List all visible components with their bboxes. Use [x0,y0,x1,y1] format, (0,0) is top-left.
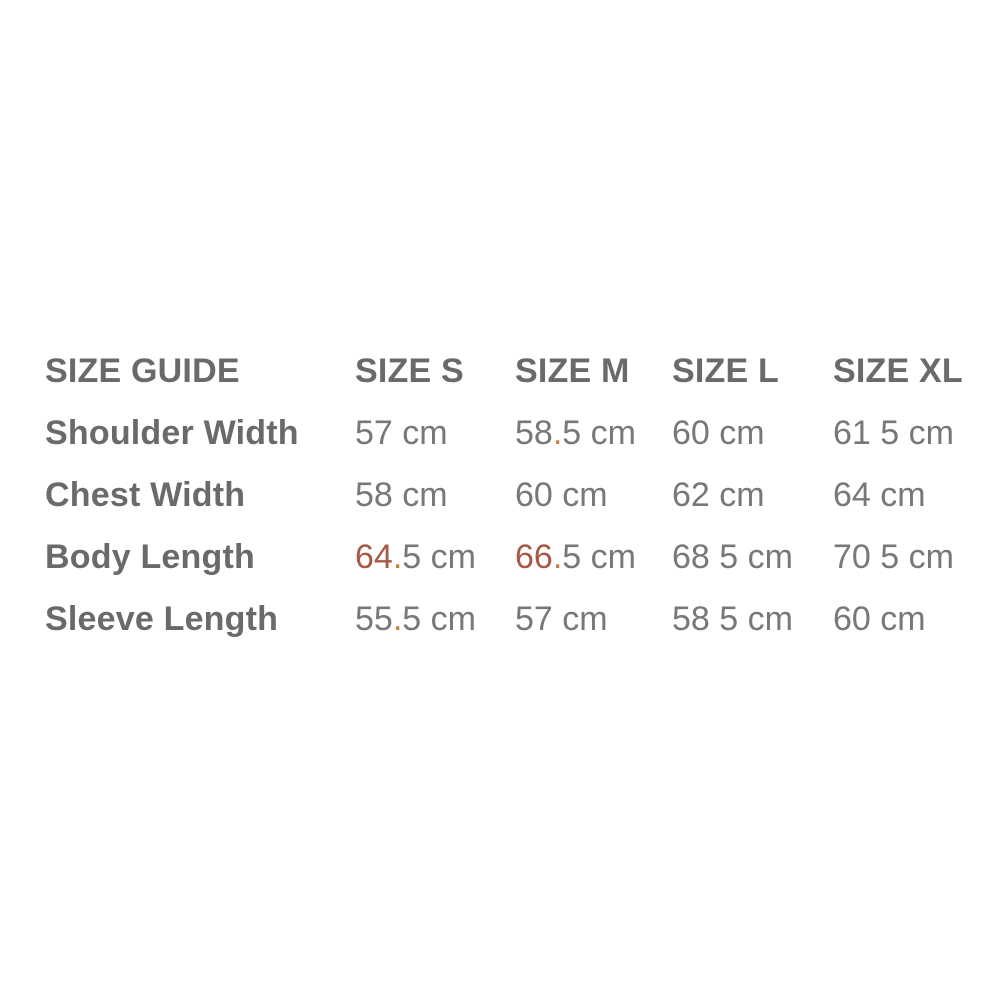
row-label-chest-width: Chest Width [45,475,246,514]
cell-sleeve-length-size-l: 58 5 cm [672,599,793,638]
cell-body-length-size-s: 64. 5 cm [355,537,476,576]
row-label-sleeve-length: Sleeve Length [45,599,279,638]
cell-shoulder-width-size-s: 57 cm [355,413,448,452]
cell-sleeve-length-size-xl: 60 cm [833,599,926,638]
cell-chest-width-size-l: 62 cm [672,475,765,514]
cell-shoulder-width-size-l: 60 cm [672,413,765,452]
column-header-size-l: SIZE L [672,351,779,390]
cell-sleeve-length-size-m: 57 cm [515,599,608,638]
cell-shoulder-width-size-xl: 61 5 cm [833,413,954,452]
table-title: SIZE GUIDE [45,351,240,390]
cell-sleeve-length-size-s: 55. 5 cm [355,599,476,638]
row-label-shoulder-width: Shoulder Width [45,413,299,452]
column-header-size-xl: SIZE XL [833,351,963,390]
cell-body-length-size-xl: 70 5 cm [833,537,954,576]
cell-chest-width-size-m: 60 cm [515,475,608,514]
column-header-size-m: SIZE M [515,351,630,390]
row-label-body-length: Body Length [45,537,255,576]
column-header-size-s: SIZE S [355,351,464,390]
cell-shoulder-width-size-m: 58. 5 cm [515,413,636,452]
cell-body-length-size-m: 66. 5 cm [515,537,636,576]
cell-chest-width-size-s: 58 cm [355,475,448,514]
size-guide-table: SIZE GUIDE SIZE S SIZE M SIZE L SIZE XL … [45,340,963,650]
cell-body-length-size-l: 68 5 cm [672,537,793,576]
cell-chest-width-size-xl: 64 cm [833,475,926,514]
